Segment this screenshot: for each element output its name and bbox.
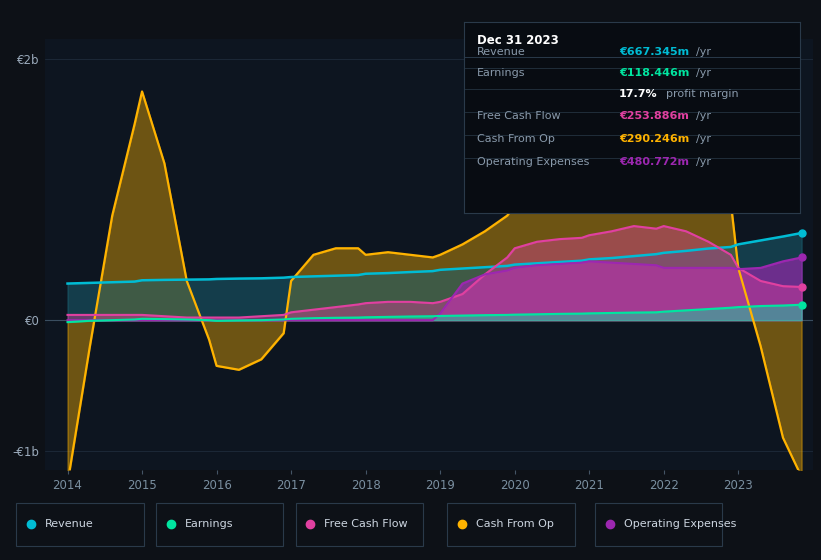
Text: €253.886m: €253.886m — [619, 111, 689, 122]
Text: Dec 31 2023: Dec 31 2023 — [477, 34, 559, 47]
Text: Free Cash Flow: Free Cash Flow — [324, 519, 408, 529]
Bar — [16, 503, 144, 546]
Text: Earnings: Earnings — [477, 68, 525, 78]
Bar — [595, 503, 722, 546]
Bar — [296, 503, 423, 546]
Text: Revenue: Revenue — [477, 46, 526, 57]
Text: €118.446m: €118.446m — [619, 68, 689, 78]
Text: Free Cash Flow: Free Cash Flow — [477, 111, 561, 122]
Text: Revenue: Revenue — [45, 519, 94, 529]
Text: /yr: /yr — [695, 157, 711, 167]
Text: /yr: /yr — [695, 46, 711, 57]
Text: €667.345m: €667.345m — [619, 46, 689, 57]
Text: /yr: /yr — [695, 68, 711, 78]
Text: €480.772m: €480.772m — [619, 157, 689, 167]
Text: /yr: /yr — [695, 134, 711, 144]
Text: profit margin: profit margin — [666, 88, 738, 99]
Text: 17.7%: 17.7% — [619, 88, 658, 99]
Text: Cash From Op: Cash From Op — [476, 519, 554, 529]
Bar — [156, 503, 283, 546]
Text: Operating Expenses: Operating Expenses — [477, 157, 589, 167]
Text: Operating Expenses: Operating Expenses — [624, 519, 736, 529]
Text: /yr: /yr — [695, 111, 711, 122]
Text: Cash From Op: Cash From Op — [477, 134, 555, 144]
Text: €290.246m: €290.246m — [619, 134, 689, 144]
Text: Earnings: Earnings — [185, 519, 233, 529]
Bar — [447, 503, 575, 546]
